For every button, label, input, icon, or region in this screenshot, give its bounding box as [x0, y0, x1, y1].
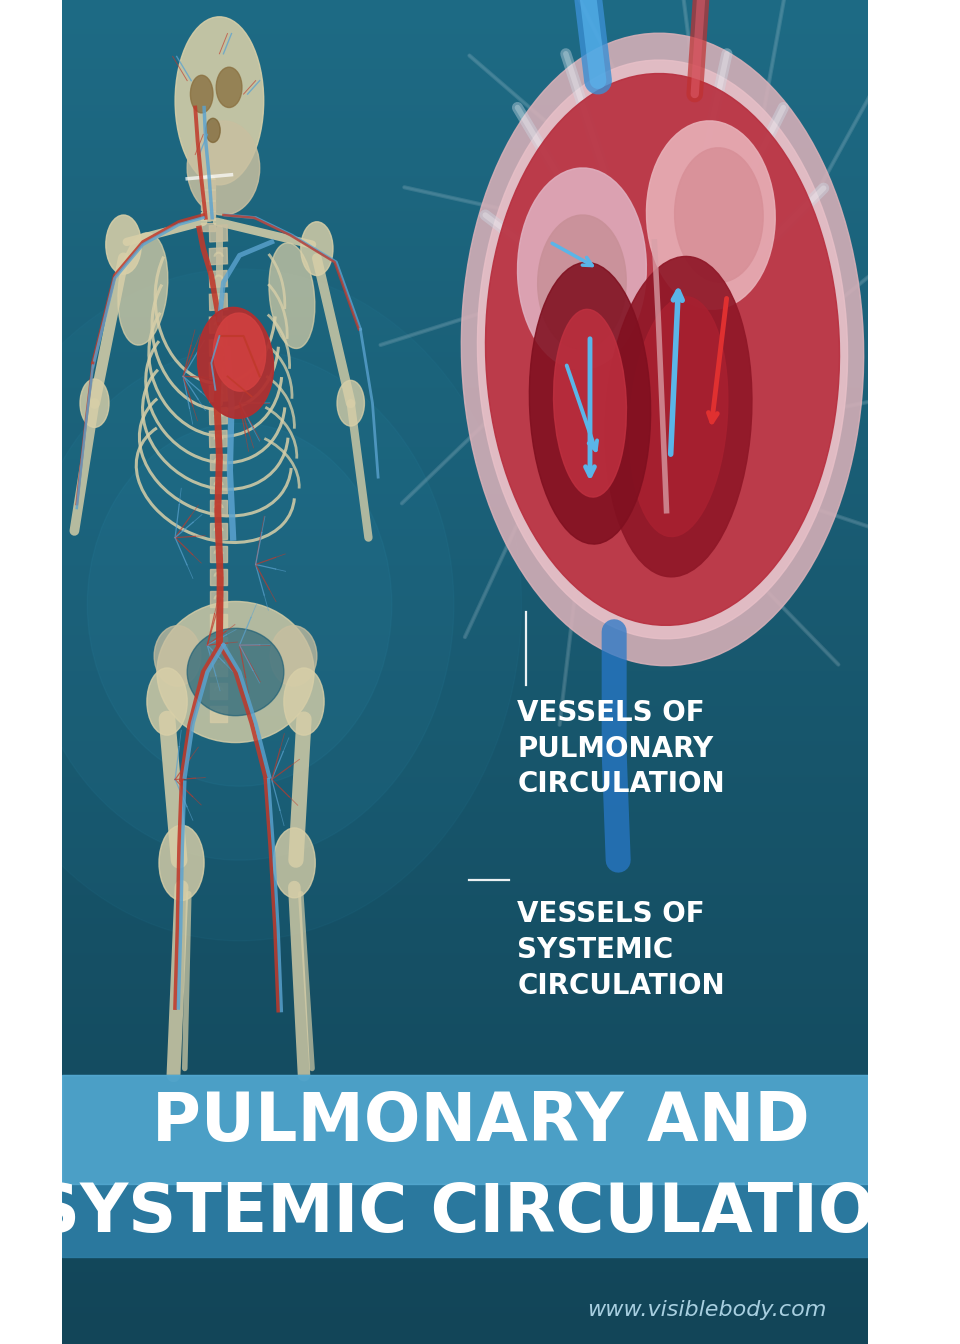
Bar	[209, 224, 228, 242]
Circle shape	[337, 380, 365, 426]
Ellipse shape	[529, 262, 651, 544]
Bar	[201, 202, 215, 210]
Ellipse shape	[517, 168, 646, 370]
Bar	[201, 191, 215, 199]
Bar	[209, 362, 228, 379]
Circle shape	[300, 222, 333, 276]
Ellipse shape	[87, 423, 392, 786]
Circle shape	[274, 828, 315, 898]
Ellipse shape	[155, 626, 201, 687]
Bar	[201, 180, 215, 188]
Ellipse shape	[118, 233, 168, 345]
Ellipse shape	[675, 148, 763, 282]
Bar	[209, 270, 228, 288]
Circle shape	[80, 379, 109, 427]
Text: www.visiblebody.com: www.visiblebody.com	[588, 1301, 827, 1320]
Circle shape	[284, 668, 324, 735]
Ellipse shape	[486, 74, 839, 625]
Ellipse shape	[187, 121, 260, 215]
Bar	[209, 293, 228, 310]
Ellipse shape	[175, 17, 264, 185]
Bar	[62, 1075, 868, 1184]
Ellipse shape	[216, 67, 242, 108]
Ellipse shape	[646, 121, 776, 309]
Bar	[209, 477, 228, 493]
Circle shape	[159, 825, 204, 900]
Bar	[209, 407, 228, 425]
Bar	[209, 430, 228, 448]
Bar	[209, 706, 228, 722]
Ellipse shape	[157, 602, 314, 742]
Bar	[209, 339, 228, 356]
Bar	[209, 546, 228, 562]
Ellipse shape	[630, 297, 728, 536]
Ellipse shape	[190, 75, 213, 113]
Ellipse shape	[213, 313, 266, 391]
Bar	[209, 637, 228, 653]
Ellipse shape	[205, 118, 220, 142]
Ellipse shape	[198, 308, 274, 418]
Bar	[62, 1075, 868, 1257]
Ellipse shape	[477, 60, 848, 638]
Text: SYSTEMIC CIRCULATION: SYSTEMIC CIRCULATION	[32, 1180, 930, 1246]
Bar	[201, 212, 215, 220]
Bar	[209, 523, 228, 539]
Bar	[209, 660, 228, 676]
Bar	[209, 384, 228, 402]
Ellipse shape	[0, 269, 521, 941]
Text: VESSELS OF
PULMONARY
CIRCULATION: VESSELS OF PULMONARY CIRCULATION	[517, 699, 725, 798]
Ellipse shape	[269, 243, 315, 348]
Bar	[209, 454, 228, 470]
Bar	[201, 223, 215, 231]
Ellipse shape	[538, 215, 626, 349]
Ellipse shape	[187, 629, 284, 715]
Bar	[209, 500, 228, 516]
Circle shape	[106, 215, 141, 274]
Bar	[209, 316, 228, 333]
Bar	[209, 247, 228, 265]
Ellipse shape	[554, 309, 627, 497]
Text: VESSELS OF
SYSTEMIC
CIRCULATION: VESSELS OF SYSTEMIC CIRCULATION	[517, 900, 725, 1000]
Bar	[209, 614, 228, 630]
Ellipse shape	[462, 34, 864, 665]
Ellipse shape	[605, 257, 752, 577]
Ellipse shape	[25, 349, 454, 860]
Ellipse shape	[270, 626, 317, 687]
Bar	[209, 591, 228, 607]
Bar	[209, 683, 228, 699]
Bar	[209, 569, 228, 585]
Circle shape	[147, 668, 187, 735]
Text: PULMONARY AND: PULMONARY AND	[153, 1089, 810, 1154]
